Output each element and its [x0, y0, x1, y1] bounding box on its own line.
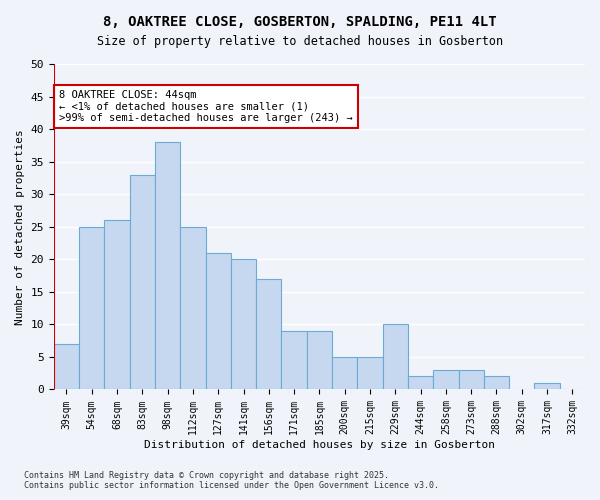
Bar	[307, 331, 332, 390]
Bar	[458, 370, 484, 390]
Bar	[358, 357, 383, 390]
Bar	[433, 370, 458, 390]
Bar	[383, 324, 408, 390]
Text: Size of property relative to detached houses in Gosberton: Size of property relative to detached ho…	[97, 35, 503, 48]
Bar	[231, 260, 256, 390]
Bar	[155, 142, 180, 390]
Bar	[281, 331, 307, 390]
Bar	[79, 226, 104, 390]
Bar	[332, 357, 358, 390]
Bar	[408, 376, 433, 390]
Bar	[104, 220, 130, 390]
Text: Contains HM Land Registry data © Crown copyright and database right 2025.
Contai: Contains HM Land Registry data © Crown c…	[24, 470, 439, 490]
Bar	[256, 279, 281, 390]
Bar	[206, 253, 231, 390]
Bar	[130, 174, 155, 390]
Bar	[484, 376, 509, 390]
Bar	[54, 344, 79, 390]
Text: 8, OAKTREE CLOSE, GOSBERTON, SPALDING, PE11 4LT: 8, OAKTREE CLOSE, GOSBERTON, SPALDING, P…	[103, 15, 497, 29]
Bar	[180, 226, 206, 390]
X-axis label: Distribution of detached houses by size in Gosberton: Distribution of detached houses by size …	[144, 440, 495, 450]
Y-axis label: Number of detached properties: Number of detached properties	[15, 129, 25, 324]
Bar	[535, 383, 560, 390]
Text: 8 OAKTREE CLOSE: 44sqm
← <1% of detached houses are smaller (1)
>99% of semi-det: 8 OAKTREE CLOSE: 44sqm ← <1% of detached…	[59, 90, 353, 123]
